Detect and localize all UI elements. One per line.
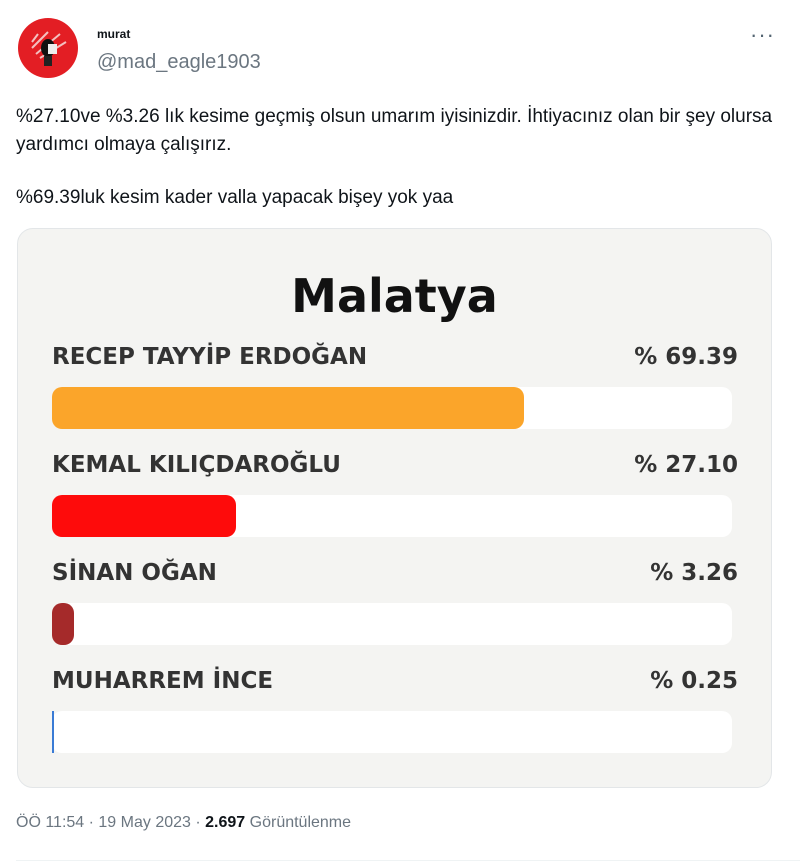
bar-fill [52,603,75,645]
bar-fill [52,387,524,429]
bar-track [52,387,732,429]
tweet-meta: ÖÖ 11:54 · 19 May 2023 · 2.697 Görüntüle… [16,814,352,831]
avatar-image-icon [31,31,67,66]
candidate-percent: % 0.25 [650,668,738,694]
bar-fill [52,711,54,753]
bar-track [52,603,732,645]
candidate-percent: % 69.39 [634,344,738,370]
candidate-percent: % 3.26 [650,560,738,586]
bar-fill [52,495,237,537]
tweet-time[interactable]: ÖÖ 11:54 [16,814,85,831]
candidate-name: SİNAN OĞAN [52,560,217,586]
tweet-media-image[interactable]: Malatya RECEP TAYYİP ERDOĞAN % 69.39 KEM… [17,228,772,788]
candidate-name: RECEP TAYYİP ERDOĞAN [52,344,368,370]
author-handle[interactable]: @mad_eagle1903 [97,51,261,73]
candidate-name: MUHARREM İNCE [52,668,274,694]
candidate-percent: % 27.10 [634,452,738,478]
views-label: Görüntülenme [249,814,352,831]
divider [16,860,800,861]
more-horizontal-icon[interactable]: ··· [750,22,775,47]
candidate-name: KEMAL KILIÇDAROĞLU [52,452,341,478]
chart-title: Malatya [291,269,498,323]
tweet-text-line: %27.10ve %3.26 lık kesime geçmiş olsun u… [16,106,773,155]
author-name[interactable]: murat [97,27,131,41]
bar-track [52,495,732,537]
bar-track [52,711,732,753]
tweet-date[interactable]: 19 May 2023 [98,814,191,831]
tweet-text-line: %69.39luk kesim kader valla yapacak bişe… [16,187,454,208]
avatar[interactable] [18,18,78,78]
views-count: 2.697 [205,814,246,831]
tweet-text: %27.10ve %3.26 lık kesime geçmiş olsun u… [16,103,776,212]
